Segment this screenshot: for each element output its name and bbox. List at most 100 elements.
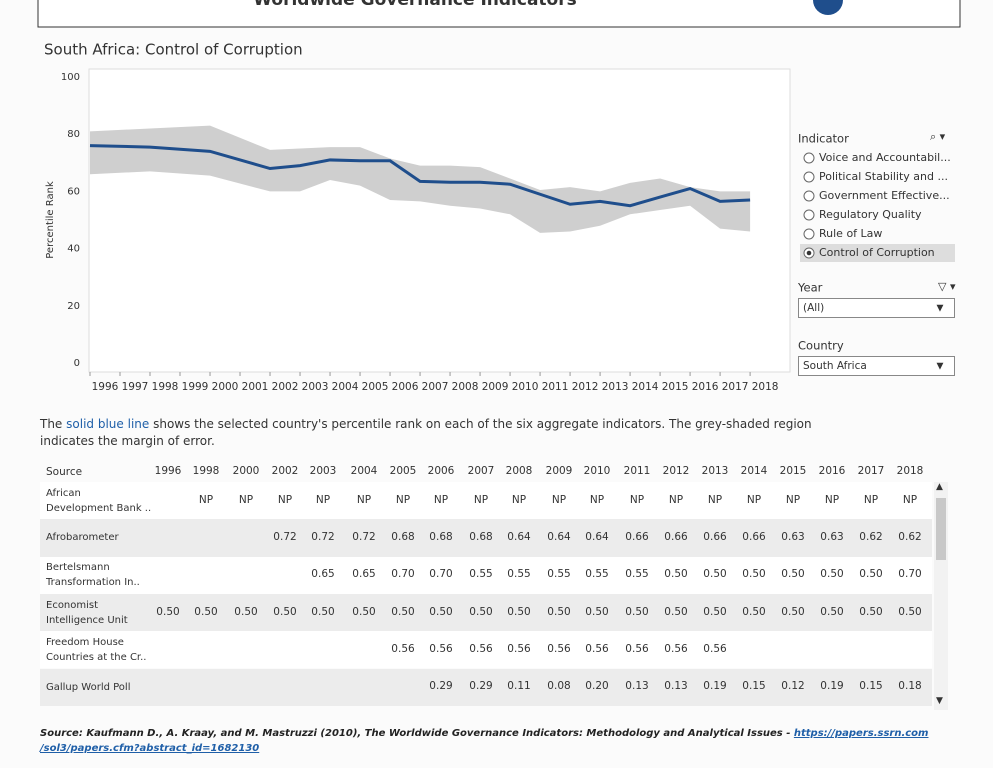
dropdown-value[interactable]: South Africa	[803, 360, 867, 372]
table-cell: NP	[589, 493, 605, 506]
radio-label[interactable]: Control of Corruption	[819, 246, 935, 259]
radio-button[interactable]	[803, 228, 815, 240]
table-cell: 0.66	[625, 530, 649, 543]
scroll-thumb	[936, 498, 946, 560]
scroll-down[interactable]: ▼	[936, 696, 943, 706]
table-cell: 0.56	[507, 642, 531, 655]
x-tick-label: 2006	[392, 381, 419, 393]
table-cell: 0.70	[898, 568, 922, 581]
table-cell: 0.50	[469, 605, 493, 618]
filter-label: Indicator	[798, 132, 849, 146]
x-tick-label: 2004	[332, 381, 359, 393]
table-cell: 0.50	[898, 605, 922, 618]
table-row	[40, 482, 932, 520]
table-cell: 0.50	[194, 605, 218, 618]
table-cell: NP	[707, 493, 723, 506]
x-tick-label: 2012	[572, 381, 599, 393]
column-header: 1998	[192, 465, 220, 477]
table-cell: NP	[238, 493, 254, 506]
source-line: Bertelsmann	[46, 562, 110, 574]
table-cell: 0.70	[391, 568, 415, 581]
scroll-up[interactable]: ▲	[936, 482, 943, 492]
x-tick-label: 1999	[182, 381, 209, 393]
table-cell: 0.68	[429, 530, 453, 543]
search-icon[interactable]: ⌕ ▾	[930, 130, 946, 143]
table-cell: 0.56	[664, 642, 688, 655]
table-cell: 0.50	[742, 605, 766, 618]
table-cell: 0.56	[391, 642, 415, 655]
header-title: Worldwide Governance Indicators	[253, 0, 576, 10]
table-cell: 0.15	[742, 680, 766, 693]
dashboard: Worldwide Governance Indicators South Af…	[37, 0, 961, 393]
dropdown-arrow[interactable]: ▼	[937, 362, 944, 372]
radio-label[interactable]: Government Effective...	[819, 189, 950, 202]
dropdown[interactable]	[798, 356, 955, 376]
table-row	[40, 668, 932, 706]
radio-button[interactable]	[803, 190, 815, 202]
table-cell: NP	[315, 493, 331, 506]
column-header: 2002	[271, 465, 299, 477]
table-cell: 0.68	[469, 530, 493, 543]
table-row	[40, 519, 932, 557]
filter-icon[interactable]: ▽ ▾	[938, 280, 956, 293]
source-line: Transformation In..	[46, 577, 140, 589]
radio-label[interactable]: Regulatory Quality	[819, 208, 922, 221]
table-cell: 0.50	[664, 605, 688, 618]
radio-button[interactable]	[803, 152, 815, 164]
dropdown[interactable]	[798, 298, 955, 318]
table-cell: 0.50	[391, 605, 415, 618]
table-cell: NP	[473, 493, 489, 506]
radio-label[interactable]: Voice and Accountabil...	[819, 151, 951, 164]
radio-button[interactable]	[803, 171, 815, 183]
source-note: Source: Kaufmann D., A. Kraay, and M. Ma…	[40, 726, 928, 756]
line	[89, 144, 751, 208]
source-link[interactable]: /sol3/papers.cfm?abstract_id=1682130	[40, 743, 260, 754]
table-cell: NP	[629, 493, 645, 506]
table-cell: NP	[356, 493, 372, 506]
table-cell: 0.13	[664, 680, 688, 693]
table-cell: 0.50	[703, 568, 727, 581]
table-cell: 0.50	[742, 568, 766, 581]
table-cell: 0.50	[234, 605, 258, 618]
source-name: Economist Intelligence Unit	[46, 598, 128, 628]
table-cell: 0.50	[820, 568, 844, 581]
x-tick-label: 2002	[272, 381, 299, 393]
column-header: 2016	[818, 465, 846, 477]
column-header: 2000	[232, 465, 260, 477]
table-cell: NP	[277, 493, 293, 506]
table-cell: 0.72	[311, 530, 335, 543]
filter-label: Year	[797, 281, 823, 295]
source-name: Freedom House Countries at the Cr..	[46, 635, 146, 665]
radio-label[interactable]: Political Stability and ...	[819, 170, 948, 183]
source-link[interactable]: https://papers.ssrn.com	[793, 728, 929, 739]
dropdown-value[interactable]: (All)	[803, 302, 824, 314]
source-line: Development Bank ..	[46, 502, 152, 514]
table-cell: 0.50	[156, 605, 180, 618]
column-header: Source	[46, 466, 83, 478]
table-row	[40, 631, 932, 669]
radio-label[interactable]: Rule of Law	[819, 227, 882, 240]
table-cell: 0.29	[469, 680, 493, 693]
info-icon[interactable]	[813, 0, 843, 15]
table-cell: 0.50	[273, 605, 297, 618]
table-cell: 0.13	[625, 680, 649, 693]
radio-button[interactable]	[803, 209, 815, 221]
column-header: 2004	[350, 465, 378, 477]
x-tick-label: 2015	[662, 381, 689, 393]
table-cell: 0.68	[391, 530, 415, 543]
table-cell: 0.63	[781, 530, 805, 543]
x-tick-label: 2014	[632, 381, 659, 393]
table-cell: NP	[668, 493, 684, 506]
table-cell: 0.50	[352, 605, 376, 618]
y-tick-label: 20	[67, 301, 80, 312]
x-tick-label: 2017	[722, 381, 749, 393]
description-text: indicates the margin of error.	[40, 434, 215, 448]
table-cell: 0.50	[859, 568, 883, 581]
source-name: Afrobarometer	[46, 530, 119, 545]
table-cell: 0.56	[625, 642, 649, 655]
table-cell: NP	[395, 493, 411, 506]
table-cell: 0.56	[547, 642, 571, 655]
column-header: 2003	[309, 465, 337, 477]
dropdown-arrow[interactable]: ▼	[937, 304, 944, 314]
table-cell: 0.70	[429, 568, 453, 581]
